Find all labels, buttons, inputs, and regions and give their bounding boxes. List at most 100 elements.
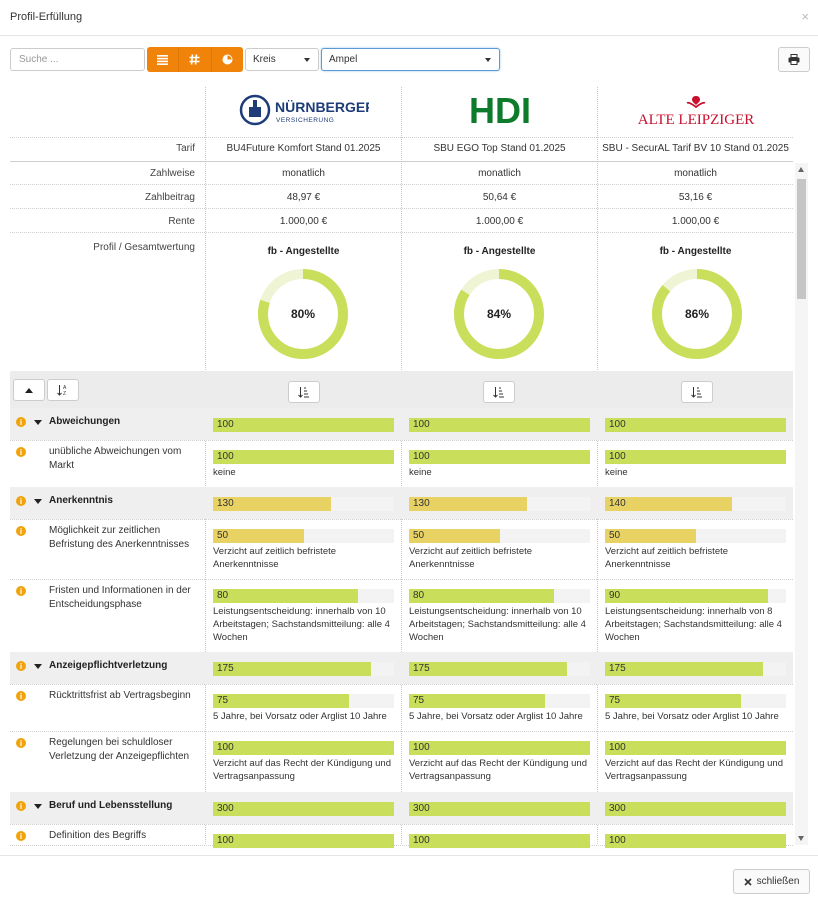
score-bar-fill: [605, 834, 786, 848]
score-value: 100: [413, 451, 430, 462]
criterion-description: Verzicht auf zeitlich befristete Anerken…: [409, 546, 533, 570]
collapse-all-button[interactable]: [13, 379, 45, 401]
chevron-down-icon[interactable]: [34, 499, 42, 504]
score-bar-fill: [605, 450, 786, 464]
score-bar-fill: [213, 662, 372, 676]
sort-column-button[interactable]: [681, 381, 713, 403]
score-bar-fill: [409, 497, 527, 511]
score-bar: 50: [605, 529, 786, 543]
chevron-down-icon: [485, 58, 491, 62]
close-button[interactable]: schließen: [733, 869, 810, 894]
zahlweise-value: monatlich: [282, 168, 325, 179]
criterion-description: Leistungsentscheidung: innerhalb von 10 …: [409, 606, 586, 643]
score-bar-fill: [213, 741, 394, 755]
score-value: 50: [609, 530, 621, 541]
score-bar: 130: [213, 497, 394, 511]
score-bar-fill: [409, 662, 568, 676]
score-bar-fill: [213, 497, 331, 511]
score-bar-fill: [409, 450, 590, 464]
score-bar: 175: [409, 662, 590, 676]
view-button-group: [147, 47, 243, 72]
info-icon[interactable]: i: [16, 496, 26, 506]
number-view-button[interactable]: [179, 47, 212, 72]
chevron-down-icon: [304, 58, 310, 62]
score-bar: 50: [409, 529, 590, 543]
pie-icon: [222, 54, 233, 65]
score-bar: 140: [605, 497, 786, 511]
chevron-down-icon[interactable]: [34, 664, 42, 669]
score-value: 100: [609, 835, 626, 846]
score-value: 140: [609, 498, 626, 509]
score-value: 100: [413, 742, 430, 753]
chart-view-button[interactable]: [212, 47, 243, 72]
score-value: 80: [217, 590, 229, 601]
color-mode-value: Ampel: [329, 54, 358, 65]
label-zahlweise: Zahlweise: [149, 168, 195, 179]
score-bar: 90: [605, 589, 786, 603]
score-bar: 100: [409, 834, 590, 848]
score-bar: 175: [605, 662, 786, 676]
list-view-button[interactable]: [147, 47, 180, 72]
category-label[interactable]: Beruf und Lebensstellung: [49, 800, 173, 811]
criterion-description: Leistungsentscheidung: innerhalb von 10 …: [213, 606, 390, 643]
category-label[interactable]: Anzeigepflichtverletzung: [49, 660, 168, 671]
info-icon[interactable]: i: [16, 586, 26, 596]
search-input[interactable]: [10, 48, 145, 71]
zahlbeitrag-value: 50,64 €: [482, 192, 517, 203]
score-value: 100: [217, 742, 234, 753]
chart-type-select[interactable]: Kreis: [245, 48, 319, 71]
scroll-down-icon[interactable]: [798, 836, 804, 841]
close-icon[interactable]: ×: [801, 9, 809, 24]
logo-text: NÜRNBERGER: [275, 99, 369, 115]
score-bar: 100: [605, 418, 786, 432]
criterion-description: 5 Jahre, bei Vorsatz oder Arglist 10 Jah…: [213, 711, 387, 722]
category-label[interactable]: Abweichungen: [49, 416, 121, 427]
row-divider: [10, 232, 793, 233]
list-icon: [157, 54, 169, 65]
info-icon[interactable]: i: [16, 526, 26, 536]
score-bar-fill: [409, 694, 545, 708]
svg-text:A: A: [63, 385, 67, 391]
row-divider: [10, 208, 793, 209]
tarif-name: SBU EGO Top Stand 01.2025: [433, 143, 566, 154]
header-divider: [10, 161, 793, 162]
criterion-description: Leistungsentscheidung: innerhalb von 8 A…: [605, 606, 782, 643]
info-icon[interactable]: i: [16, 831, 26, 841]
close-icon: [744, 877, 752, 886]
logo-alte-leipziger: ALTE LEIPZIGER: [598, 90, 793, 130]
info-icon[interactable]: i: [16, 417, 26, 427]
info-icon[interactable]: i: [16, 661, 26, 671]
print-button[interactable]: [778, 47, 810, 72]
score-bar-fill: [213, 589, 358, 603]
criterion-description: keine: [213, 467, 236, 478]
scrollbar[interactable]: [795, 163, 808, 845]
score-value: 75: [217, 695, 229, 706]
criterion-description: 5 Jahre, bei Vorsatz oder Arglist 10 Jah…: [409, 711, 583, 722]
score-bar-fill: [605, 741, 786, 755]
score-value: 100: [413, 835, 430, 846]
nuernberger-logo-icon: NÜRNBERGER VERSICHERUNG: [239, 94, 369, 126]
criterion-description: Verzicht auf zeitlich befristete Anerken…: [213, 546, 337, 570]
score-bar: 100: [409, 741, 590, 755]
score-bar-fill: [409, 802, 590, 816]
row-divider: [10, 684, 793, 685]
chevron-down-icon[interactable]: [34, 804, 42, 809]
color-mode-select[interactable]: Ampel: [321, 48, 500, 71]
info-icon[interactable]: i: [16, 447, 26, 457]
tarif-name: BU4Future Komfort Stand 01.2025: [226, 143, 381, 154]
scrollbar-thumb[interactable]: [797, 179, 806, 299]
info-icon[interactable]: i: [16, 738, 26, 748]
sort-column-button[interactable]: [288, 381, 320, 403]
chevron-down-icon[interactable]: [34, 420, 42, 425]
scroll-up-icon[interactable]: [798, 167, 804, 172]
sort-column-button[interactable]: [483, 381, 515, 403]
criterion-label: Regelungen bei schuldloser Verletzung de…: [49, 737, 190, 762]
tarif-name: SBU - SecurAL Tarif BV 10 Stand 01.2025: [602, 143, 789, 154]
info-icon[interactable]: i: [16, 691, 26, 701]
hash-icon: [189, 54, 200, 65]
rente-value: 1.000,00 €: [279, 216, 328, 227]
category-label[interactable]: Anerkenntnis: [49, 495, 113, 506]
info-icon[interactable]: i: [16, 801, 26, 811]
score-bar: 75: [605, 694, 786, 708]
